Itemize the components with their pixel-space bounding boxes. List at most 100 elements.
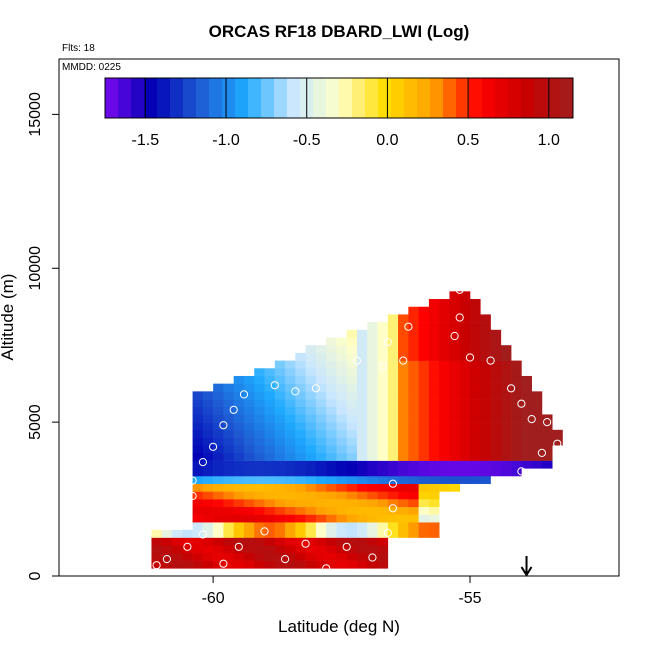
- heatmap-cell: [511, 445, 522, 454]
- observation-point: [301, 539, 310, 548]
- heatmap-cell: [428, 322, 440, 331]
- observation-point: [342, 542, 351, 551]
- heatmap-cell: [387, 322, 399, 331]
- heatmap-cell: [326, 345, 337, 354]
- observation-point: [162, 555, 171, 564]
- heatmap-cell: [326, 399, 337, 408]
- heatmap-cell: [449, 337, 461, 346]
- heatmap-cell: [326, 383, 337, 392]
- heatmap-cell: [254, 437, 265, 446]
- heatmap-cell: [521, 429, 532, 438]
- heatmap-cell: [480, 322, 491, 331]
- heatmap-cell: [182, 560, 193, 569]
- heatmap-cell: [367, 452, 378, 461]
- heatmap-cell: [428, 329, 440, 338]
- heatmap-cell: [470, 437, 481, 446]
- heatmap-cell: [500, 375, 512, 384]
- heatmap-cell: [439, 460, 450, 469]
- heatmap-cell: [336, 399, 348, 408]
- heatmap-cell: [408, 391, 419, 400]
- heatmap-cell: [367, 445, 378, 454]
- heatmap-cell: [521, 445, 532, 454]
- heatmap-cell: [295, 514, 306, 523]
- heatmap-cell: [243, 475, 255, 484]
- heatmap-cell: [439, 391, 450, 400]
- heatmap-cell: [243, 468, 255, 477]
- heatmap-cell: [346, 360, 358, 369]
- heatmap-cell: [387, 422, 399, 431]
- heatmap-cell: [387, 399, 399, 408]
- heatmap-cell: [521, 406, 532, 415]
- heatmap-cell: [428, 406, 440, 415]
- heatmap-cell: [346, 545, 358, 554]
- heatmap-cell: [480, 475, 491, 484]
- heatmap-cell: [336, 460, 348, 469]
- heatmap-cell: [480, 406, 491, 415]
- heatmap-cell: [356, 391, 368, 400]
- heatmap-cell: [213, 399, 224, 408]
- heatmap-cell: [356, 491, 368, 500]
- colorbar-strip: [313, 78, 327, 118]
- heatmap-cell: [470, 368, 481, 377]
- heatmap-cell: [398, 475, 409, 484]
- heatmap-cell: [439, 475, 450, 484]
- heatmap-cell: [418, 391, 430, 400]
- heatmap-cell: [254, 499, 265, 508]
- heatmap-cell: [305, 560, 317, 569]
- heatmap-cell: [531, 406, 543, 415]
- heatmap-cell: [459, 383, 471, 392]
- heatmap-cell: [264, 391, 276, 400]
- heatmap-cell: [428, 352, 440, 361]
- heatmap-cell: [470, 314, 481, 323]
- heatmap-cell: [470, 383, 481, 392]
- heatmap-cell: [243, 414, 255, 423]
- heatmap-cell: [408, 429, 419, 438]
- heatmap-cell: [202, 460, 214, 469]
- heatmap-cell: [470, 399, 481, 408]
- heatmap-cell: [264, 368, 276, 377]
- heatmap-cell: [213, 475, 224, 484]
- heatmap-cell: [346, 406, 358, 415]
- heatmap-cell: [326, 352, 337, 361]
- heatmap-cell: [470, 322, 481, 331]
- heatmap-cell: [264, 399, 276, 408]
- colorbar-strip: [404, 78, 418, 118]
- colorbar-strip: [495, 78, 509, 118]
- heatmap-cell: [511, 414, 522, 423]
- heatmap-cell: [367, 475, 378, 484]
- heatmap-cell: [428, 522, 440, 531]
- heatmap-cell: [408, 506, 419, 515]
- heatmap-cell: [213, 491, 224, 500]
- heatmap-cell: [202, 414, 214, 423]
- heatmap-cell: [346, 522, 358, 531]
- heatmap-cell: [398, 483, 409, 492]
- x-axis-label: Latitude (deg N): [278, 617, 400, 636]
- heatmap-cell: [387, 522, 399, 531]
- colorbar-tick-label: -0.5: [293, 132, 321, 149]
- heatmap-cell: [172, 560, 183, 569]
- heatmap-cell: [192, 391, 204, 400]
- colorbar-strip: [183, 78, 197, 118]
- marker-head: [520, 566, 533, 577]
- heatmap-cell: [172, 552, 183, 561]
- heatmap-cell: [233, 491, 245, 500]
- heatmap-cell: [295, 422, 306, 431]
- heatmap-cell: [418, 529, 430, 538]
- heatmap-cell: [387, 514, 399, 523]
- heatmap-cell: [511, 383, 522, 392]
- heatmap-cell: [336, 345, 348, 354]
- heatmap-cell: [295, 445, 306, 454]
- heatmap-cell: [387, 414, 399, 423]
- heatmap-cell: [346, 529, 358, 538]
- heatmap-cell: [264, 375, 276, 384]
- heatmap-cell: [356, 437, 368, 446]
- colorbar-strip: [157, 78, 171, 118]
- heatmap-cell: [521, 399, 532, 408]
- heatmap-cell: [274, 399, 286, 408]
- heatmap-cell: [202, 545, 214, 554]
- observation-point: [368, 553, 377, 562]
- heatmap-cell: [285, 383, 296, 392]
- colorbar-tick-label: -1.0: [212, 132, 240, 149]
- heatmap-cell: [274, 391, 286, 400]
